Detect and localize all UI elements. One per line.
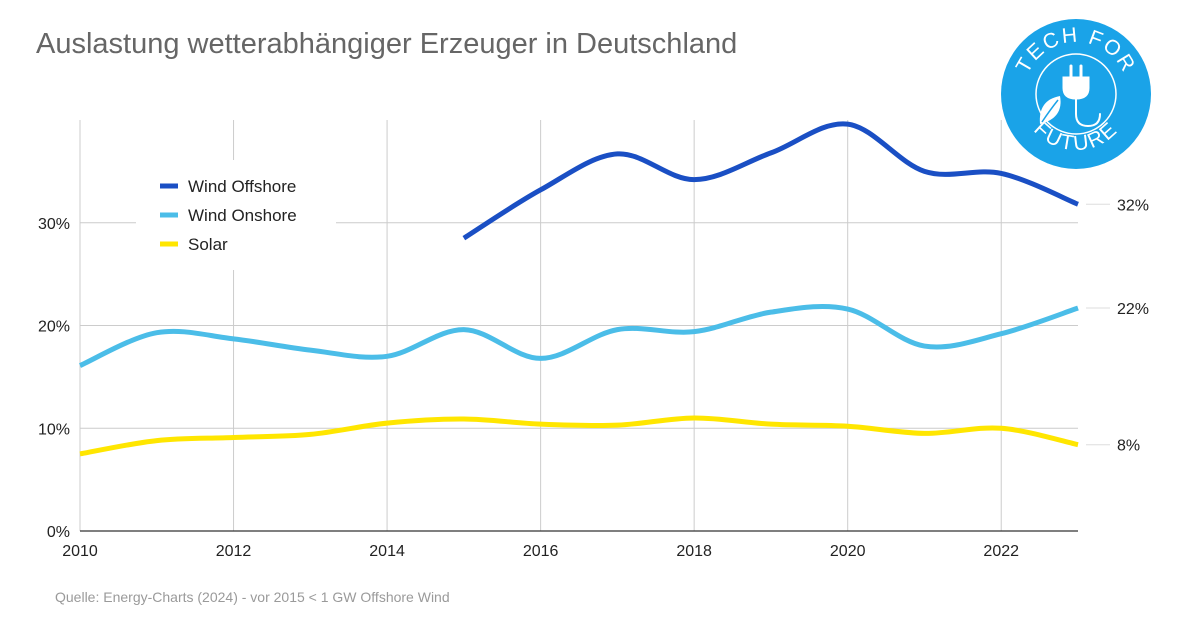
legend-label-wind-offshore: Wind Offshore (188, 177, 296, 196)
series-line-solar (79, 415, 1079, 457)
x-tick-label: 2016 (523, 543, 559, 560)
leaf-icon (1039, 96, 1061, 124)
series-line-wind-offshore (462, 121, 1079, 241)
plug-icon (1062, 64, 1101, 128)
y-tick-label: 30% (38, 216, 70, 233)
y-tick-label: 10% (38, 421, 70, 438)
legend-label-wind-onshore: Wind Onshore (188, 206, 297, 225)
x-tick-label: 2012 (216, 543, 252, 560)
x-tick-label: 2022 (983, 543, 1019, 560)
y-tick-label: 0% (47, 524, 70, 541)
end-label-wind-offshore: 32% (1117, 197, 1149, 214)
logo-inner-ring (1035, 53, 1117, 135)
x-tick-label: 2018 (676, 543, 712, 560)
source-note: Quelle: Energy-Charts (2024) - vor 2015 … (55, 589, 450, 605)
tech-for-future-logo: TECH FOR FUTURE (1001, 19, 1151, 169)
x-tick-label: 2020 (830, 543, 866, 560)
end-label-solar: 8% (1117, 438, 1140, 455)
axes: 0% 10% 20% 30% 2010 2012 2014 2016 2018 2020 2022 (38, 216, 1078, 560)
y-tick-label: 20% (38, 319, 70, 336)
x-tick-label: 2014 (369, 543, 405, 560)
series-lines (78, 121, 1079, 457)
chart-title: Auslastung wetterabhängiger Erzeuger in … (36, 28, 738, 60)
end-labels: 32% 22% 8% (1086, 197, 1149, 455)
x-tick-label: 2010 (62, 543, 98, 560)
end-label-wind-onshore: 22% (1117, 301, 1149, 318)
legend: Wind Offshore Wind Onshore Solar (136, 160, 336, 270)
series-line-wind-onshore (78, 304, 1079, 368)
legend-label-solar: Solar (188, 235, 228, 254)
